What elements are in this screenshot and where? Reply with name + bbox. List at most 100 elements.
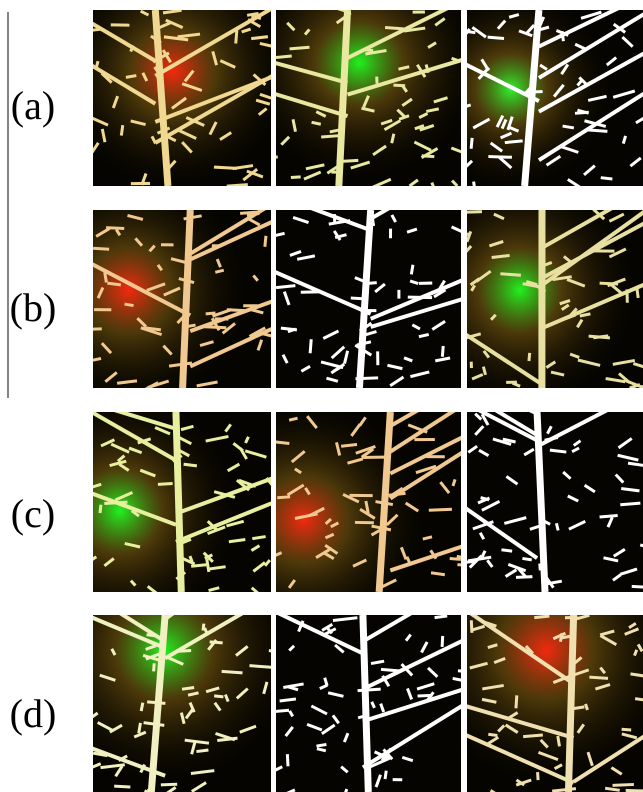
veinlet	[209, 567, 224, 569]
veinlet	[372, 661, 382, 663]
leaf-panel	[51, 389, 300, 594]
veinlet	[207, 313, 214, 314]
veinlet	[357, 378, 377, 379]
veinlet	[91, 29, 99, 30]
veinlet	[149, 702, 164, 703]
veinlet	[573, 449, 577, 451]
veinlet	[481, 534, 483, 538]
veinlet	[453, 481, 454, 485]
veinlet	[127, 76, 134, 77]
veinlet	[564, 126, 572, 127]
veinlet	[490, 734, 496, 735]
veinlet	[122, 127, 123, 134]
veinlet	[430, 509, 450, 510]
veinlet	[205, 629, 207, 634]
veinlet	[248, 214, 258, 215]
veinlet	[218, 260, 220, 265]
veinlet	[253, 37, 267, 39]
veinlet	[627, 790, 643, 791]
veinlet	[591, 677, 607, 678]
veinlet	[408, 558, 409, 561]
veinlet	[343, 445, 356, 446]
veinlet	[516, 697, 517, 707]
veinlet	[210, 588, 218, 590]
veinlet	[442, 347, 443, 355]
veinlet	[261, 44, 269, 46]
veinlet	[524, 559, 530, 560]
veinlet	[253, 17, 260, 19]
veinlet	[382, 669, 400, 671]
veinlet	[546, 438, 556, 440]
row-label: (b)	[10, 285, 57, 330]
veinlet	[291, 419, 296, 420]
veinlet	[467, 32, 474, 33]
veinlet	[290, 712, 292, 715]
veinlet	[589, 130, 606, 131]
veinlet	[607, 788, 619, 790]
veinlet	[393, 216, 395, 221]
veinlet	[204, 327, 225, 328]
veinlet	[622, 503, 639, 504]
leaf-panel	[31, 0, 280, 186]
veinlet	[632, 674, 643, 676]
veinlet	[108, 228, 123, 229]
veinlet	[590, 336, 608, 337]
veinlet	[325, 679, 327, 684]
veinlet	[186, 325, 194, 326]
veinlet	[190, 693, 198, 695]
veinlet	[131, 47, 132, 50]
veinlet	[215, 167, 235, 168]
veinlet	[105, 274, 106, 281]
veinlet	[226, 696, 228, 700]
row-label: (c)	[11, 491, 55, 536]
veinlet	[624, 137, 625, 142]
veinlet	[578, 81, 581, 84]
veinlet	[190, 557, 191, 560]
veinlet	[514, 384, 519, 386]
veinlet	[103, 130, 105, 140]
veinlet	[198, 750, 207, 751]
veinlet	[381, 705, 383, 711]
veinlet	[563, 636, 573, 638]
veinlet	[310, 341, 311, 352]
veinlet	[290, 647, 293, 650]
veinlet	[270, 157, 276, 158]
veinlet	[428, 109, 438, 111]
veinlet	[251, 666, 271, 668]
veinlet	[506, 141, 521, 142]
veinlet	[517, 577, 530, 578]
veinlet	[230, 540, 243, 542]
veinlet	[493, 256, 508, 258]
veinlet	[236, 32, 237, 42]
veinlet	[323, 136, 338, 137]
veinlet	[153, 138, 155, 142]
row-label: (d)	[10, 691, 57, 736]
veinlet	[249, 14, 258, 15]
veinlet	[453, 59, 458, 61]
veinlet	[281, 699, 294, 701]
veinlet	[243, 30, 249, 32]
veinlet	[511, 15, 518, 17]
veinlet	[159, 484, 171, 485]
veinlet	[116, 786, 129, 787]
veinlet	[492, 316, 495, 319]
veinlet	[95, 248, 108, 249]
veinlet	[557, 525, 558, 529]
veinlet	[432, 573, 443, 575]
veinlet	[216, 696, 222, 697]
veinlet	[365, 50, 372, 51]
veinlet	[254, 277, 257, 280]
veinlet	[109, 283, 120, 284]
veinlet	[372, 703, 374, 706]
veinlet	[471, 139, 472, 147]
veinlet	[139, 724, 140, 731]
veinlet	[360, 715, 368, 717]
veinlet	[182, 714, 184, 722]
veinlet	[335, 368, 339, 370]
veinlet	[327, 520, 330, 523]
veinlet	[525, 735, 542, 736]
veinlet	[387, 28, 403, 29]
veinlet	[184, 540, 189, 542]
veinlet	[145, 328, 160, 330]
veinlet	[623, 489, 638, 491]
